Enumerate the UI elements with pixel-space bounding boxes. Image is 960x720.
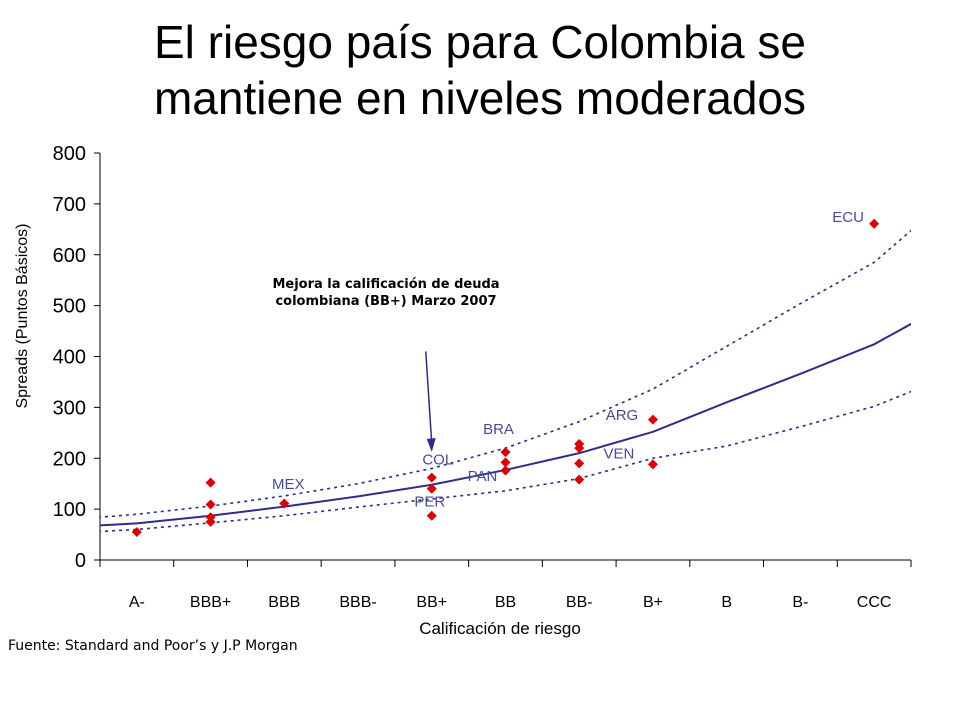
point-label-pan: PAN <box>468 468 498 485</box>
x-tick-label: A- <box>129 594 145 611</box>
x-axis-title: Calificación de riesgo <box>419 619 581 638</box>
x-tick-label: BB <box>495 594 516 611</box>
data-point <box>500 465 511 476</box>
y-tick-label: 0 <box>75 550 86 572</box>
x-tick-label: B+ <box>643 594 663 611</box>
y-tick-label: 600 <box>53 245 86 267</box>
annotation-arrow-head <box>426 438 436 453</box>
x-tick-label: BBB <box>268 594 300 611</box>
data-point <box>574 474 585 485</box>
data-point <box>205 516 216 527</box>
y-tick-label: 800 <box>53 143 86 165</box>
y-tick-label: 400 <box>53 347 86 369</box>
data-point <box>647 459 658 470</box>
x-tick-label: BB- <box>566 594 593 611</box>
chart-title-line-1: El riesgo país para Colombia se <box>154 16 806 68</box>
point-label-ecu: ECU <box>832 209 864 226</box>
data-point <box>574 458 585 469</box>
y-tick-label: 300 <box>53 397 86 419</box>
y-tick-label: 700 <box>53 194 86 216</box>
x-tick-label: BB+ <box>416 594 447 611</box>
data-point <box>426 472 437 483</box>
chart-title-line-2: mantiene en niveles moderados <box>153 72 807 124</box>
data-point <box>574 443 585 454</box>
x-tick-label: BBB+ <box>190 594 231 611</box>
x-tick-label: B <box>721 594 732 611</box>
chart-title: El riesgo país para Colombia se mantiene… <box>0 14 960 126</box>
point-label-mex: MEX <box>272 476 305 493</box>
point-label-per: PER <box>414 494 445 511</box>
source-note: Fuente: Standard and Poor’s y J.P Morgan <box>8 638 298 654</box>
data-point <box>131 527 142 538</box>
x-tick-label: BBB- <box>339 594 376 611</box>
data-point <box>279 498 290 509</box>
data-point <box>500 447 511 458</box>
y-tick-label: 500 <box>53 296 86 318</box>
y-tick-label: 100 <box>53 499 86 521</box>
data-point <box>205 499 216 510</box>
trend-line <box>100 322 911 527</box>
x-tick-label: B- <box>792 594 808 611</box>
data-point <box>426 483 437 494</box>
x-tick-label: CCC <box>857 594 892 611</box>
data-point <box>205 477 216 488</box>
data-point <box>426 510 437 521</box>
annotation-arrow-shaft <box>425 351 433 445</box>
y-axis-title: Spreads (Puntos Básicos) <box>14 224 31 409</box>
point-label-arg: ARG <box>606 407 639 424</box>
data-point <box>869 218 880 229</box>
data-point <box>500 457 511 468</box>
data-point <box>647 414 658 425</box>
point-label-col: COL <box>422 451 453 468</box>
annotation-line-2: colombiana (BB+) Marzo 2007 <box>275 294 497 309</box>
point-label-bra: BRA <box>483 421 514 438</box>
point-label-ven: VEN <box>604 445 635 462</box>
y-tick-label: 200 <box>53 448 86 470</box>
annotation-text: Mejora la calificación de deuda colombia… <box>236 276 536 310</box>
annotation-line-1: Mejora la calificación de deuda <box>272 277 500 292</box>
